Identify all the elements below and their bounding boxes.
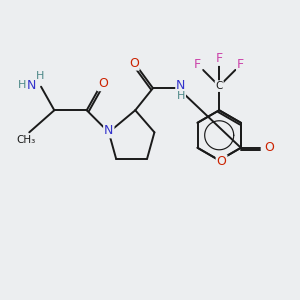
- Text: F: F: [216, 52, 223, 65]
- Text: F: F: [194, 58, 201, 71]
- Text: H: H: [36, 70, 45, 80]
- Text: F: F: [237, 58, 244, 71]
- Text: O: O: [129, 57, 139, 70]
- Text: N: N: [104, 124, 113, 137]
- Text: O: O: [264, 141, 274, 154]
- Text: N: N: [27, 79, 36, 92]
- Text: H: H: [18, 80, 26, 90]
- Text: N: N: [176, 79, 186, 92]
- Text: O: O: [217, 155, 226, 168]
- Text: C: C: [215, 81, 223, 91]
- Text: O: O: [98, 77, 108, 90]
- Text: CH₃: CH₃: [17, 135, 36, 145]
- Text: H: H: [177, 92, 185, 101]
